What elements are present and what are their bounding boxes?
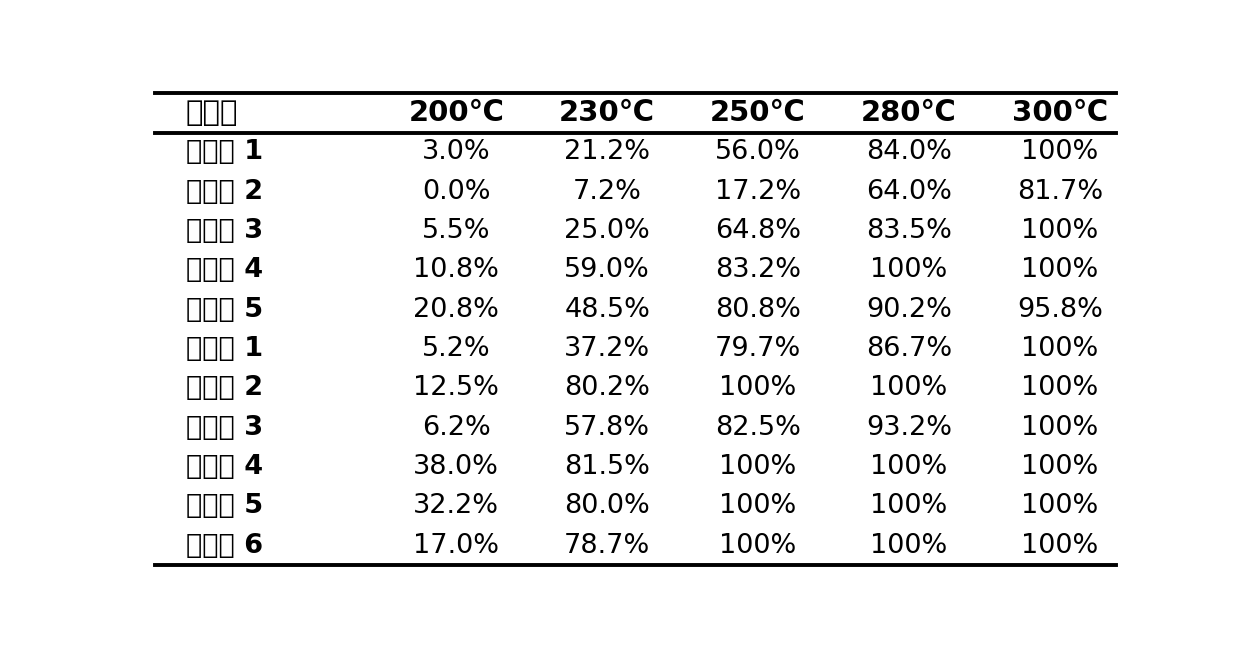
Text: 81.5%: 81.5% — [564, 454, 650, 480]
Text: 100%: 100% — [1022, 376, 1099, 401]
Text: 100%: 100% — [870, 533, 947, 559]
Text: 64.0%: 64.0% — [866, 179, 952, 205]
Text: 100%: 100% — [1022, 336, 1099, 362]
Text: 100%: 100% — [1022, 258, 1099, 283]
Text: 100%: 100% — [1022, 218, 1099, 244]
Text: 实施例 6: 实施例 6 — [186, 533, 263, 559]
Text: 21.2%: 21.2% — [564, 140, 650, 166]
Text: 100%: 100% — [1022, 454, 1099, 480]
Text: 250℃: 250℃ — [711, 99, 806, 127]
Text: 6.2%: 6.2% — [422, 415, 491, 441]
Text: 80.8%: 80.8% — [715, 297, 801, 323]
Text: 83.5%: 83.5% — [866, 218, 952, 244]
Text: 3.0%: 3.0% — [422, 140, 491, 166]
Text: 83.2%: 83.2% — [715, 258, 801, 283]
Text: 80.0%: 80.0% — [564, 493, 650, 519]
Text: 100%: 100% — [719, 533, 796, 559]
Text: 84.0%: 84.0% — [866, 140, 952, 166]
Text: 催化剂: 催化剂 — [186, 99, 238, 127]
Text: 12.5%: 12.5% — [413, 376, 500, 401]
Text: 78.7%: 78.7% — [564, 533, 650, 559]
Text: 0.0%: 0.0% — [422, 179, 491, 205]
Text: 对比例 5: 对比例 5 — [186, 297, 263, 323]
Text: 对比例 2: 对比例 2 — [186, 179, 263, 205]
Text: 20.8%: 20.8% — [413, 297, 500, 323]
Text: 93.2%: 93.2% — [866, 415, 952, 441]
Text: 100%: 100% — [870, 493, 947, 519]
Text: 实施例 5: 实施例 5 — [186, 493, 263, 519]
Text: 对比例 1: 对比例 1 — [186, 140, 263, 166]
Text: 81.7%: 81.7% — [1017, 179, 1102, 205]
Text: 对比例 4: 对比例 4 — [186, 258, 263, 283]
Text: 实施例 1: 实施例 1 — [186, 336, 263, 362]
Text: 86.7%: 86.7% — [866, 336, 952, 362]
Text: 100%: 100% — [870, 376, 947, 401]
Text: 100%: 100% — [719, 454, 796, 480]
Text: 230℃: 230℃ — [559, 99, 655, 127]
Text: 32.2%: 32.2% — [413, 493, 500, 519]
Text: 100%: 100% — [870, 454, 947, 480]
Text: 10.8%: 10.8% — [413, 258, 500, 283]
Text: 100%: 100% — [870, 258, 947, 283]
Text: 7.2%: 7.2% — [573, 179, 641, 205]
Text: 95.8%: 95.8% — [1017, 297, 1102, 323]
Text: 38.0%: 38.0% — [413, 454, 500, 480]
Text: 280℃: 280℃ — [861, 99, 957, 127]
Text: 82.5%: 82.5% — [715, 415, 801, 441]
Text: 17.2%: 17.2% — [715, 179, 801, 205]
Text: 100%: 100% — [1022, 415, 1099, 441]
Text: 64.8%: 64.8% — [715, 218, 801, 244]
Text: 200℃: 200℃ — [408, 99, 505, 127]
Text: 79.7%: 79.7% — [715, 336, 801, 362]
Text: 5.5%: 5.5% — [422, 218, 491, 244]
Text: 实施例 2: 实施例 2 — [186, 376, 263, 401]
Text: 300℃: 300℃ — [1012, 99, 1107, 127]
Text: 100%: 100% — [1022, 493, 1099, 519]
Text: 56.0%: 56.0% — [715, 140, 801, 166]
Text: 5.2%: 5.2% — [422, 336, 491, 362]
Text: 80.2%: 80.2% — [564, 376, 650, 401]
Text: 90.2%: 90.2% — [866, 297, 952, 323]
Text: 对比例 3: 对比例 3 — [186, 218, 263, 244]
Text: 100%: 100% — [1022, 533, 1099, 559]
Text: 59.0%: 59.0% — [564, 258, 650, 283]
Text: 100%: 100% — [719, 376, 796, 401]
Text: 实施例 3: 实施例 3 — [186, 415, 263, 441]
Text: 48.5%: 48.5% — [564, 297, 650, 323]
Text: 17.0%: 17.0% — [413, 533, 500, 559]
Text: 25.0%: 25.0% — [564, 218, 650, 244]
Text: 100%: 100% — [719, 493, 796, 519]
Text: 37.2%: 37.2% — [564, 336, 650, 362]
Text: 实施例 4: 实施例 4 — [186, 454, 263, 480]
Text: 100%: 100% — [1022, 140, 1099, 166]
Text: 57.8%: 57.8% — [564, 415, 650, 441]
